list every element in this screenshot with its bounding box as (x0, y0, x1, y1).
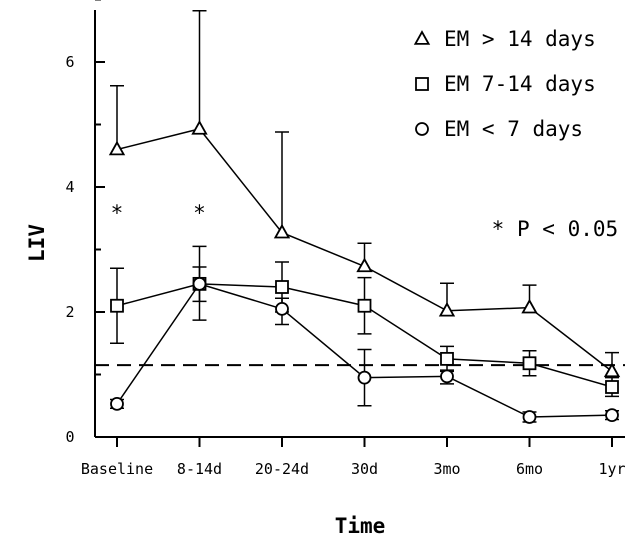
y-axis-title: LIV (25, 224, 49, 262)
x-axis-title: Time (335, 514, 386, 538)
y-tick-label: 2 (65, 303, 74, 321)
data-point-square (110, 298, 124, 313)
significance-star: * (193, 201, 206, 225)
x-tick-label: 30d (351, 460, 378, 478)
data-point-triangle (356, 257, 373, 273)
data-point-square (357, 298, 372, 313)
legend-label: EM < 7 days (444, 117, 583, 141)
significance-legend-star: * (492, 217, 505, 241)
x-tick-label: 6mo (516, 460, 543, 478)
data-point-triangle (603, 362, 621, 378)
y-tick-label: 6 (65, 53, 74, 71)
data-point-circle (110, 396, 124, 411)
data-point-square (605, 380, 619, 394)
legend-label: EM > 14 days (444, 27, 596, 51)
data-point-triangle (108, 140, 126, 156)
data-point-square (275, 280, 289, 294)
x-tick-label: 20-24d (255, 460, 309, 478)
data-point-triangle (273, 223, 291, 239)
data-point-circle (440, 369, 454, 384)
x-tick-label: 8-14d (177, 460, 222, 478)
data-point-circle (275, 301, 289, 316)
plot-area (95, 10, 625, 424)
legend-marker-triangle (413, 30, 431, 45)
data-point-circle (357, 370, 372, 385)
data-point-square (522, 356, 537, 371)
y-tick-label: 4 (65, 178, 74, 196)
data-point-circle (605, 408, 619, 423)
data-point-triangle (521, 298, 538, 314)
legend-marker-square (415, 77, 429, 91)
data-point-circle (522, 410, 537, 424)
y-tick-label: 0 (65, 428, 74, 446)
legend-label: EM 7-14 days (444, 72, 596, 96)
x-tick-label: 1yr (598, 460, 625, 478)
significance-annotations: * * * P < 0.05 (111, 201, 618, 241)
data-point-triangle (191, 120, 208, 135)
significance-legend-text: P < 0.05 (517, 217, 618, 241)
data-point-square (440, 351, 454, 366)
axes: 0 2 4 6 Baseline 8-14d 20-24d 30d 3mo 6mo 1yr (65, 0, 626, 478)
data-point-triangle (438, 301, 456, 317)
legend: EM > 14 days EM 7-14 days EM < 7 days (413, 27, 596, 141)
x-tick-label: Baseline (81, 460, 153, 478)
significance-star: * (111, 201, 124, 225)
x-tick-label: 3mo (433, 460, 460, 478)
legend-marker-circle (415, 122, 429, 136)
data-point-circle (192, 276, 207, 291)
